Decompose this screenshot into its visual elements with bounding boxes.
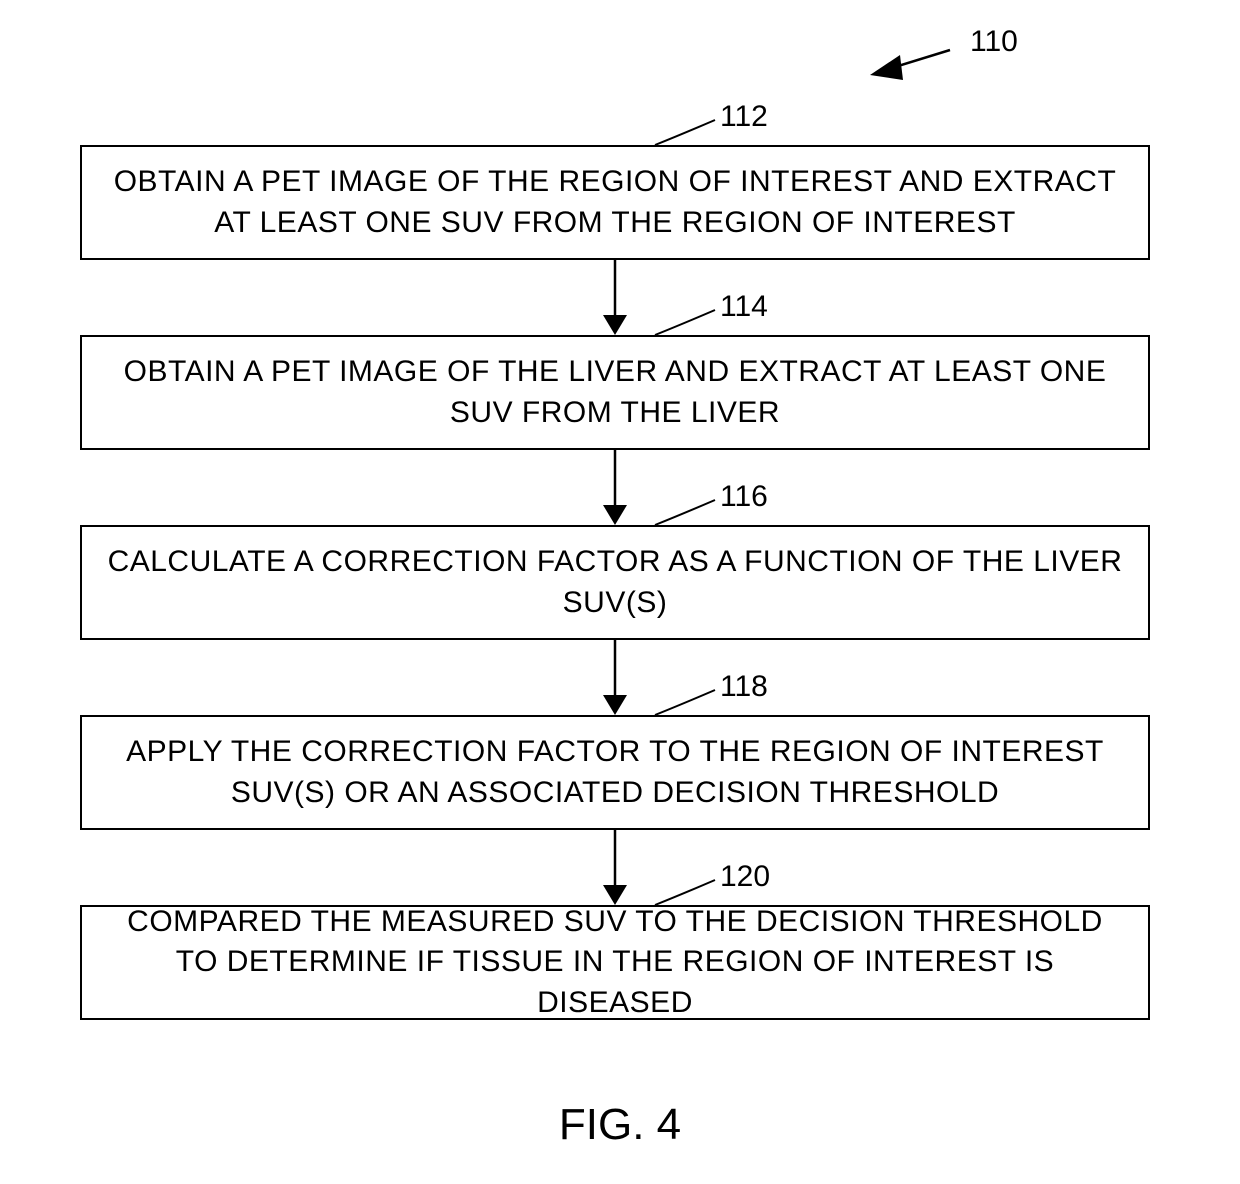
- flow-arrow-3: [603, 640, 627, 715]
- leader-116: [655, 500, 715, 525]
- flow-step-114-text: OBTAIN A PET IMAGE OF THE LIVER AND EXTR…: [102, 352, 1128, 433]
- flow-step-116-text: CALCULATE A CORRECTION FACTOR AS A FUNCT…: [102, 542, 1128, 623]
- leader-112: [655, 120, 715, 145]
- ref-label-110: 110: [970, 25, 1018, 59]
- flow-step-120: COMPARED THE MEASURED SUV TO THE DECISIO…: [80, 905, 1150, 1020]
- leader-118: [655, 690, 715, 715]
- flow-step-118: APPLY THE CORRECTION FACTOR TO THE REGIO…: [80, 715, 1150, 830]
- ref-label-114: 114: [720, 290, 768, 324]
- leader-114: [655, 310, 715, 335]
- flowchart-canvas: OBTAIN A PET IMAGE OF THE REGION OF INTE…: [0, 0, 1240, 1184]
- ref-label-112: 112: [720, 100, 768, 134]
- flow-arrow-4: [603, 830, 627, 905]
- flow-arrow-1: [603, 260, 627, 335]
- ref-label-116: 116: [720, 480, 768, 514]
- flow-arrow-2: [603, 450, 627, 525]
- flow-step-112-text: OBTAIN A PET IMAGE OF THE REGION OF INTE…: [102, 162, 1128, 243]
- ref-label-118: 118: [720, 670, 768, 704]
- flow-step-116: CALCULATE A CORRECTION FACTOR AS A FUNCT…: [80, 525, 1150, 640]
- ref-label-120: 120: [720, 860, 770, 894]
- flow-step-120-text: COMPARED THE MEASURED SUV TO THE DECISIO…: [102, 902, 1128, 1024]
- figure-caption: FIG. 4: [0, 1100, 1240, 1150]
- flow-step-112: OBTAIN A PET IMAGE OF THE REGION OF INTE…: [80, 145, 1150, 260]
- flow-step-114: OBTAIN A PET IMAGE OF THE LIVER AND EXTR…: [80, 335, 1150, 450]
- flow-step-118-text: APPLY THE CORRECTION FACTOR TO THE REGIO…: [102, 732, 1128, 813]
- main-ref-arrow: [870, 50, 950, 80]
